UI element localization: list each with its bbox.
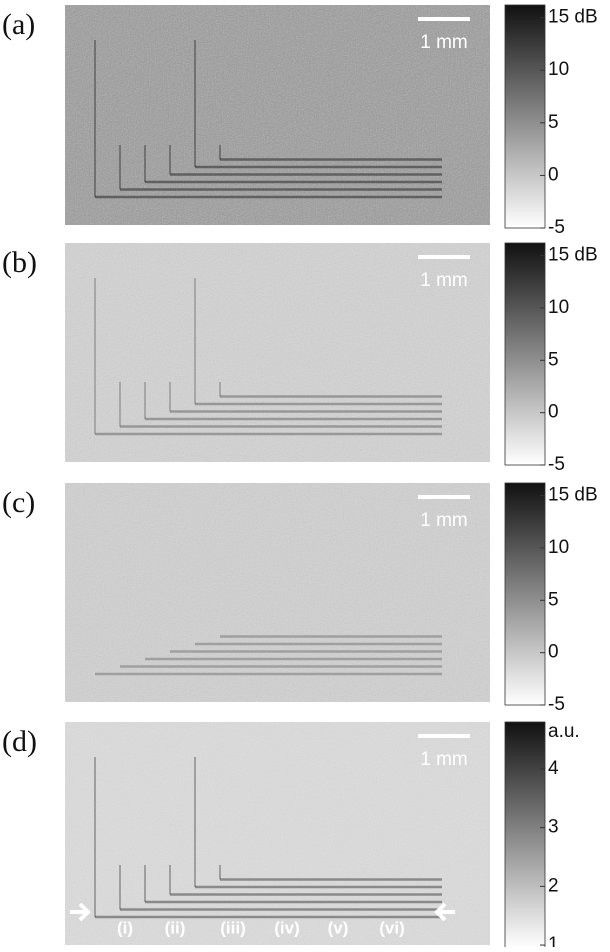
colorbar-tick-label: 15 dB <box>548 7 598 28</box>
panel-label: (b) <box>2 246 37 279</box>
colorbar-tick-label: 15 dB <box>548 485 598 506</box>
colorbar-tick-label: 3 <box>548 817 559 838</box>
colorbar-tick-label: -5 <box>548 217 565 238</box>
scale-bar-label: 1 mm <box>420 510 468 531</box>
colorbar-tick-label: 15 dB <box>548 245 598 266</box>
colorbar-tick-label: -5 <box>548 694 565 715</box>
colorbar-tick-label: 0 <box>548 642 559 663</box>
marker-label: (iii) <box>220 918 246 937</box>
colorbar-tick-label: 10 <box>548 59 569 80</box>
colorbar <box>504 242 546 466</box>
image-noise <box>65 722 490 945</box>
arrow <box>434 902 455 922</box>
marker-label: (v) <box>328 918 349 937</box>
colorbar <box>504 4 546 229</box>
marker-label: (vi) <box>379 918 405 937</box>
colorbar-tick-label: 1 <box>548 934 559 947</box>
image <box>65 722 490 945</box>
colorbar-tick-label: 10 <box>548 537 569 558</box>
colorbar-tick-label: 0 <box>548 402 559 423</box>
marker-label: (iv) <box>274 918 300 937</box>
scale-bar-label: 1 mm <box>420 32 468 53</box>
colorbar-tick-label: 4 <box>548 758 559 779</box>
colorbar-unit: a.u. <box>548 721 580 742</box>
arrow <box>70 902 91 922</box>
scale-bar-label: 1 mm <box>420 749 468 770</box>
image <box>65 483 490 702</box>
panel-label: (d) <box>2 725 37 758</box>
colorbar <box>504 721 546 949</box>
colorbar-tick-label: 2 <box>548 875 559 896</box>
panel-label: (c) <box>2 486 35 519</box>
marker-label: (i) <box>117 918 133 937</box>
colorbar-tick-label: 10 <box>548 297 569 318</box>
colorbar <box>504 482 546 706</box>
colorbar-tick-label: 5 <box>548 349 559 370</box>
image <box>65 243 490 462</box>
marker-label: (ii) <box>165 918 186 937</box>
panel-label: (a) <box>2 8 35 41</box>
colorbar-tick-label: -5 <box>548 454 565 475</box>
colorbar-tick-label: 5 <box>548 589 559 610</box>
scale-bar-label: 1 mm <box>420 270 468 291</box>
colorbar-tick-label: 5 <box>548 112 559 133</box>
colorbar-tick-label: 0 <box>548 164 559 185</box>
image <box>65 5 490 225</box>
